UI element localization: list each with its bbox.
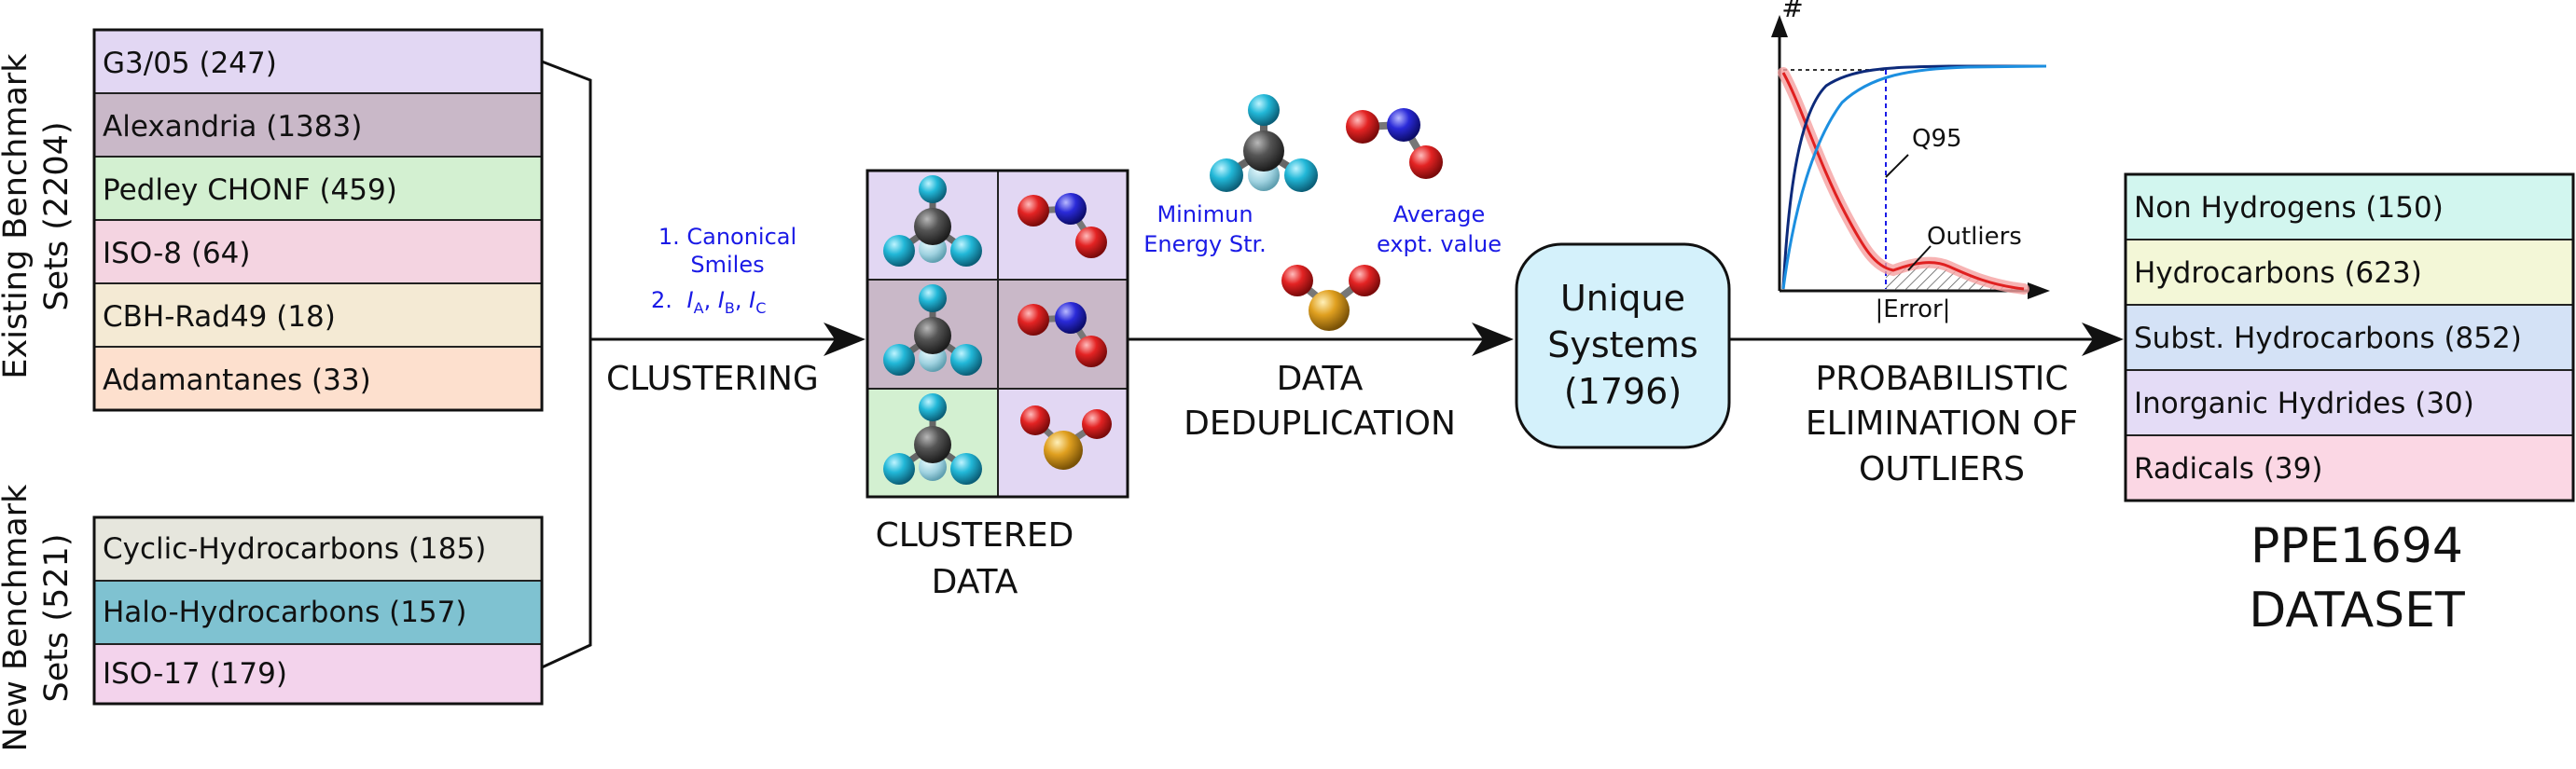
existing-set-row: ISO-8 (64) — [94, 220, 542, 283]
elimination-label-line3: OUTLIERS — [1859, 450, 2025, 488]
dataset-row: Hydrocarbons (623) — [2126, 240, 2573, 305]
clustered-data-label-line1: CLUSTERED — [876, 516, 1074, 555]
dataset-cell — [2126, 174, 2573, 240]
dataset-label: Inorganic Hydrides (30) — [2134, 387, 2474, 420]
existing-set-row: G3/05 (247) — [94, 30, 542, 93]
methane-molecule — [883, 284, 982, 376]
deduplication-label-line2: DEDUPLICATION — [1184, 405, 1456, 443]
dataset-row: Inorganic Hydrides (30) — [2126, 370, 2573, 435]
new-set-label: ISO-17 (179) — [103, 657, 287, 691]
clustered-data-grid — [866, 169, 1129, 499]
elimination-label-line2: ELIMINATION OF — [1806, 405, 2078, 443]
unique-systems-line2: Systems — [1547, 324, 1698, 365]
arrow-clustering — [590, 323, 866, 356]
existing-sets-label-line1: Existing Benchmark — [0, 53, 35, 379]
existing-set-label: ISO-8 (64) — [103, 237, 250, 270]
nitrogen-dioxide-molecule — [1018, 302, 1107, 367]
dedup-note-left-line2: Energy Str. — [1143, 231, 1267, 257]
dataset-row: Radicals (39) — [2126, 435, 2573, 501]
cluster-cell — [998, 171, 1128, 280]
new-sets-label-line1: New Benchmark — [0, 484, 35, 752]
new-set-cell — [94, 517, 542, 581]
outliers-label: Outliers — [1927, 223, 2022, 251]
clustering-step2: 2. IA, IB, IC — [651, 287, 766, 317]
arrow-elimination — [1729, 323, 2124, 356]
existing-set-row: Adamantanes (33) — [94, 347, 542, 410]
dataset-cell — [2126, 370, 2573, 435]
nitrogen-dioxide-molecule — [1346, 108, 1443, 179]
error-distribution-plot: # |Error| Q95 Outliers — [1771, 0, 2050, 323]
arrow-deduplication — [1128, 323, 1514, 356]
clustering-step1-line1: 1. Canonical — [658, 224, 796, 250]
new-set-row: Halo-Hydrocarbons (157) — [94, 581, 542, 644]
nitrogen-dioxide-molecule — [1018, 193, 1107, 258]
elimination-label-line1: PROBABILISTIC — [1816, 360, 2069, 398]
dedup-note-left-line1: Minimun — [1156, 201, 1253, 227]
deduplication-label-line1: DATA — [1277, 360, 1364, 398]
cumulative-curve-light — [1781, 64, 2047, 290]
error-density-band — [1778, 67, 2029, 295]
dataset-cell — [2126, 240, 2573, 305]
existing-set-cell — [94, 220, 542, 283]
methane-molecule — [883, 175, 982, 267]
existing-set-label: Alexandria (1383) — [103, 110, 362, 144]
sulfur-dioxide-molecule — [1281, 265, 1380, 331]
q95-label: Q95 — [1912, 125, 1962, 153]
dedup-note-right-line2: expt. value — [1377, 231, 1502, 257]
dataset-label: Non Hydrogens (150) — [2134, 191, 2444, 225]
error-density-curve — [1781, 72, 2025, 291]
dataset-row: Subst. Hydrocarbons (852) — [2126, 305, 2573, 370]
existing-set-cell — [94, 93, 542, 157]
sulfur-dioxide-molecule — [1020, 405, 1112, 470]
new-set-label: Halo-Hydrocarbons (157) — [103, 596, 466, 629]
plot-y-label: # — [1781, 0, 1803, 23]
dataset-label: Subst. Hydrocarbons (852) — [2134, 322, 2522, 355]
clustering-label: CLUSTERING — [606, 360, 819, 398]
unique-systems-box — [1515, 242, 1731, 449]
dataset-cell — [2126, 305, 2573, 370]
merge-bracket — [541, 60, 592, 669]
new-sets-label-line2: Sets (521) — [38, 534, 76, 703]
existing-set-row: CBH-Rad49 (18) — [94, 283, 542, 347]
unique-systems-line3: (1796) — [1564, 371, 1682, 412]
new-set-label: Cyclic-Hydrocarbons (185) — [103, 532, 486, 566]
unique-systems-line1: Unique — [1560, 278, 1685, 319]
dataset-table: Non Hydrogens (150) Hydrocarbons (623) S… — [2124, 172, 2575, 502]
existing-sets-table: G3/05 (247) Alexandria (1383) Pedley CHO… — [92, 28, 544, 412]
unique-systems-node: Unique Systems (1796) — [1515, 242, 1731, 449]
new-sets-table: Cyclic-Hydrocarbons (185) Halo-Hydrocarb… — [92, 515, 544, 706]
dataset-title-line2: DATASET — [2249, 583, 2465, 639]
existing-set-cell — [94, 283, 542, 347]
cluster-cell — [998, 280, 1128, 389]
existing-set-label: Pedley CHONF (459) — [103, 173, 397, 207]
new-set-row: ISO-17 (179) — [94, 644, 542, 704]
plot-x-label: |Error| — [1876, 295, 1951, 323]
dataset-cell — [2126, 435, 2573, 501]
existing-set-label: CBH-Rad49 (18) — [103, 300, 336, 334]
existing-set-row: Alexandria (1383) — [94, 93, 542, 157]
new-set-cell — [94, 581, 542, 644]
existing-set-cell — [94, 157, 542, 220]
new-set-row: Cyclic-Hydrocarbons (185) — [94, 517, 542, 581]
dedup-note-right-line1: Average — [1393, 201, 1486, 227]
clustered-data-label-line2: DATA — [932, 563, 1018, 601]
existing-sets-label-line2: Sets (2204) — [38, 121, 76, 310]
existing-set-label: G3/05 (247) — [103, 47, 277, 80]
clustering-step1-line2: Smiles — [690, 252, 764, 278]
dataset-title-line1: PPE1694 — [2251, 518, 2463, 574]
existing-set-cell — [94, 347, 542, 410]
existing-set-cell — [94, 30, 542, 93]
methane-molecule — [883, 393, 982, 485]
dataset-label: Hydrocarbons (623) — [2134, 256, 2422, 290]
existing-set-row: Pedley CHONF (459) — [94, 157, 542, 220]
dataset-row: Non Hydrogens (150) — [2126, 174, 2573, 240]
new-set-cell — [94, 644, 542, 704]
methane-molecule — [1210, 94, 1318, 192]
cumulative-curve-dark — [1781, 64, 2046, 290]
existing-set-label: Adamantanes (33) — [103, 364, 371, 397]
dataset-label: Radicals (39) — [2134, 452, 2322, 486]
